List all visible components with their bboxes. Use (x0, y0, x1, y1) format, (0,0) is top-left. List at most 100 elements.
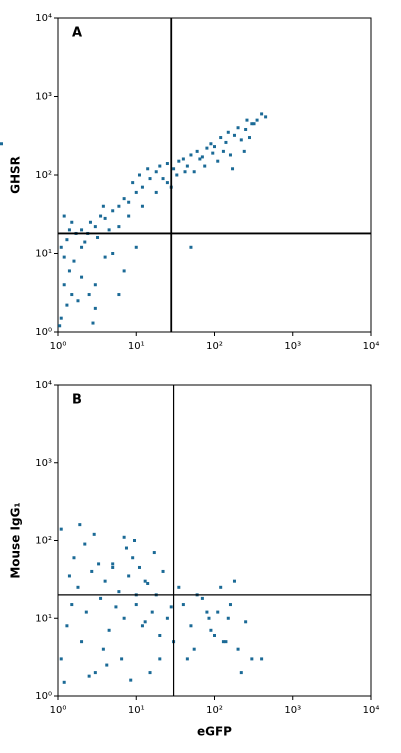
point (78, 523, 82, 527)
point (154, 190, 158, 194)
point (120, 657, 124, 661)
point (90, 569, 94, 573)
point (252, 122, 256, 126)
point (70, 603, 74, 607)
x-tick-label: 10⁰ (50, 341, 67, 352)
point (165, 162, 169, 166)
point (152, 551, 156, 555)
panel-label: A (72, 26, 82, 41)
point (232, 133, 236, 137)
point (111, 252, 115, 255)
point (117, 204, 121, 208)
point (177, 585, 181, 589)
point (239, 671, 243, 675)
point (59, 527, 63, 531)
y-tick-label: 10³ (35, 458, 52, 469)
point (221, 149, 225, 153)
point (93, 225, 97, 229)
point (117, 590, 121, 594)
point (203, 164, 207, 168)
point (72, 259, 76, 263)
point (242, 149, 246, 153)
point (97, 562, 101, 566)
point (200, 596, 204, 600)
y-tick-label: 10⁰ (35, 691, 52, 702)
y-tick-label: 10¹ (35, 613, 52, 624)
point (70, 220, 74, 224)
y-tick-label: 10⁴ (35, 13, 52, 24)
point (185, 164, 189, 168)
y-tick-label: 10³ (35, 92, 52, 103)
point (111, 209, 115, 213)
plot-frame (57, 384, 372, 697)
point (205, 610, 209, 614)
point (213, 145, 216, 149)
point (224, 140, 228, 144)
point (245, 118, 249, 122)
point (177, 159, 181, 163)
point (154, 170, 158, 174)
point (255, 118, 259, 122)
point (185, 657, 189, 661)
point (247, 136, 251, 140)
point (228, 153, 232, 157)
point (83, 240, 87, 244)
point (169, 605, 173, 609)
point (111, 562, 115, 566)
point (195, 149, 199, 153)
point (107, 228, 111, 232)
x-tick-label: 10¹ (128, 705, 145, 716)
x-tick-label: 10⁰ (50, 705, 67, 716)
point (101, 204, 105, 208)
point (213, 633, 216, 637)
point (117, 293, 121, 297)
x-tick-label: 10² (206, 341, 223, 352)
point (172, 167, 176, 171)
point (158, 164, 162, 168)
point (219, 585, 223, 589)
point (127, 200, 131, 204)
point (146, 167, 150, 171)
y-tick-label: 10⁰ (35, 327, 52, 338)
point (146, 581, 150, 585)
y-axis-label: Mouse IgG₁ (9, 502, 23, 578)
point (134, 603, 138, 607)
point (80, 245, 84, 249)
point (87, 674, 91, 678)
point (198, 157, 202, 161)
point (183, 170, 187, 174)
point (137, 173, 141, 177)
point (93, 306, 97, 310)
point (137, 565, 141, 569)
x-tick-label: 10⁴ (363, 341, 380, 352)
point (127, 214, 131, 218)
y-tick-label: 10¹ (35, 249, 52, 260)
point (65, 238, 69, 242)
point (107, 628, 111, 632)
point (72, 556, 76, 560)
point (80, 640, 84, 644)
point (219, 136, 223, 140)
point (192, 170, 196, 174)
point (200, 155, 204, 159)
point (103, 579, 107, 583)
x-axis-label: eGFP (197, 725, 232, 739)
point (161, 177, 165, 181)
point (181, 603, 185, 607)
point (91, 321, 95, 325)
point (134, 190, 138, 194)
point (192, 647, 196, 651)
point (62, 255, 66, 259)
point (122, 197, 126, 201)
point (165, 616, 169, 620)
point (134, 245, 138, 249)
point (232, 579, 236, 583)
point (264, 115, 268, 119)
point (96, 235, 100, 239)
point (59, 245, 63, 249)
point (161, 569, 165, 573)
point (207, 616, 211, 620)
point (88, 220, 92, 224)
point (122, 616, 126, 620)
point (131, 181, 135, 185)
